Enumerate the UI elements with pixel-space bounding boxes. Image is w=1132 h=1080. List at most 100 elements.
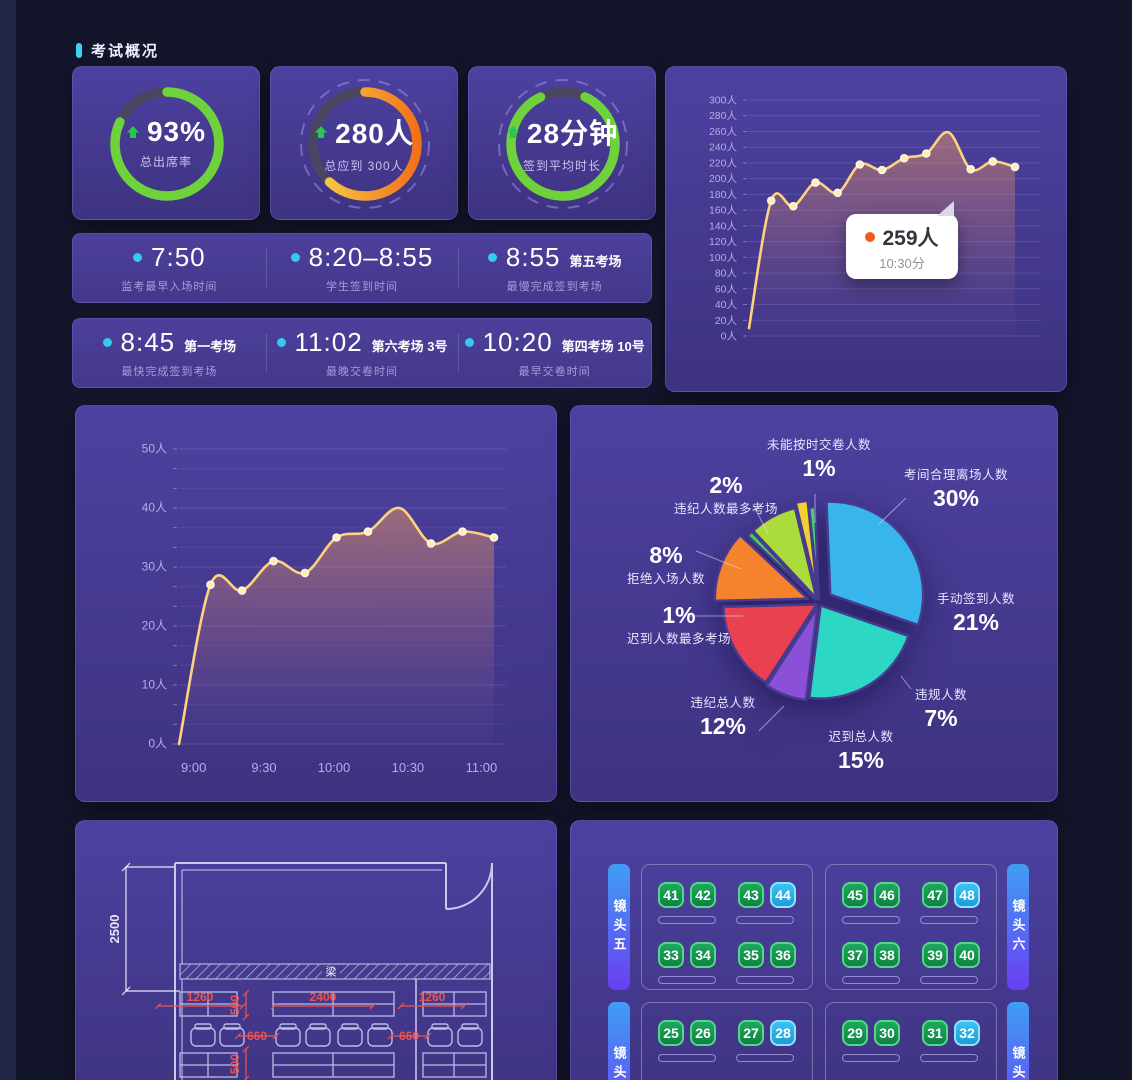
pie-label: 违纪总人数 12%	[658, 694, 788, 741]
pie-label-pct: 8%	[649, 542, 683, 568]
pie-label-pct: 21%	[952, 609, 1000, 636]
seat[interactable]: 44	[770, 882, 796, 908]
cyan-dot-icon	[290, 253, 300, 262]
pie-slice[interactable]	[765, 606, 819, 702]
gauge-value: 93%	[146, 116, 207, 147]
camera-pill-left: 镜头五	[608, 864, 630, 990]
x-tick-label: 9:30	[251, 760, 276, 775]
seat[interactable]: 28	[770, 1020, 796, 1046]
seat[interactable]: 31	[922, 1020, 948, 1046]
stat-item: 8:20–8:55 学生签到时间	[265, 234, 459, 302]
desk	[920, 1054, 978, 1062]
y-tick-label: 40人	[142, 501, 167, 515]
desk	[658, 1054, 716, 1062]
stat-value: 10:20	[482, 327, 553, 357]
stat-label: 最慢完成签到考场	[506, 281, 603, 293]
y-tick-label: 60人	[715, 283, 738, 295]
pie-slice[interactable]	[794, 499, 819, 595]
desk	[920, 916, 978, 924]
desk	[658, 916, 716, 924]
seat[interactable]: 30	[874, 1020, 900, 1046]
gauge-ring-svg	[110, 87, 224, 201]
seat[interactable]: 39	[922, 942, 948, 968]
up-arrow-icon	[126, 126, 139, 138]
seat[interactable]: 47	[922, 882, 948, 908]
pie-label: 迟到总人数 15%	[796, 728, 926, 775]
stat-item: 8:55 第五考场 最慢完成签到考场	[458, 234, 651, 302]
pie-label-name: 迟到人数最多考场	[626, 631, 731, 646]
seat[interactable]: 40	[954, 942, 980, 968]
section-marker-icon	[76, 43, 82, 58]
seat[interactable]: 27	[738, 1020, 764, 1046]
y-tick-label: 40人	[715, 299, 738, 311]
stat-extra: 第五考场	[569, 254, 622, 269]
pie-slice[interactable]	[825, 500, 925, 627]
stat-extra: 第一考场	[184, 339, 237, 354]
pie-label-pct: 7%	[924, 705, 958, 732]
camera-pill-right: 镜头	[1007, 1002, 1029, 1080]
seat[interactable]: 41	[658, 882, 684, 908]
seat-map-card: 镜头五 镜头六 41 42 43 44 33 34 35 36 45 46 47 48 37 38 39 40 镜头…	[570, 820, 1058, 1080]
exam-distribution-pie-card: 未能按时交卷人数 1% 考间合理离场人数 30% 手动签到人数 21% 违规人数 7% 迟到总人…	[570, 405, 1058, 802]
stat-item: 7:50 监考最早入场时间	[73, 234, 266, 302]
up-arrow-icon	[315, 126, 328, 138]
pie-label-name: 违规人数	[914, 688, 967, 702]
pie-label-pct: 2%	[709, 472, 743, 498]
y-tick-label: 0人	[148, 737, 167, 751]
pie-slice[interactable]	[722, 603, 818, 684]
seat[interactable]: 42	[690, 882, 716, 908]
seat[interactable]: 48	[954, 882, 980, 908]
tooltip-time: 10:30分	[879, 256, 925, 271]
floorplan-svg: 2500 梁 1260 2400 1260 500 500 660 660	[107, 862, 493, 1080]
seat[interactable]: 36	[770, 942, 796, 968]
stat-value: 7:50	[151, 242, 206, 272]
desk	[736, 976, 794, 984]
stat-extra: 第六考场 3号	[371, 339, 448, 354]
seat[interactable]: 29	[842, 1020, 868, 1046]
pie-slice[interactable]	[713, 533, 810, 603]
seat[interactable]: 38	[874, 942, 900, 968]
y-tick-label: 180人	[709, 189, 738, 201]
seat[interactable]: 34	[690, 942, 716, 968]
pie-label-name: 违纪人数最多考场	[673, 501, 778, 516]
seat[interactable]: 46	[874, 882, 900, 908]
pie-slice[interactable]	[808, 604, 910, 700]
seat[interactable]: 25	[658, 1020, 684, 1046]
stat-value: 8:45	[120, 327, 176, 357]
stat-label: 最晚交卷时间	[326, 366, 398, 378]
y-tick-label: 260人	[709, 126, 738, 138]
seat[interactable]: 32	[954, 1020, 980, 1046]
pie-label: 1% 迟到人数最多考场	[604, 602, 754, 649]
seat[interactable]: 43	[738, 882, 764, 908]
left-edge-strip	[0, 0, 16, 1080]
seat[interactable]: 35	[738, 942, 764, 968]
y-tick-label: 220人	[709, 157, 738, 169]
pie-label-pct: 12%	[699, 713, 747, 740]
y-tick-label: 10人	[142, 678, 167, 692]
y-tick-label: 20人	[715, 315, 738, 327]
room_signin_trend-svg[interactable]: 0人 10人 20人 30人 40人 50人 9:00 9:30 10:00 10:30 11:00	[76, 406, 558, 803]
dim-label-2500: 2500	[107, 915, 122, 944]
pie-slice[interactable]	[751, 506, 818, 600]
y-tick-label: 300人	[709, 95, 738, 107]
pie-label: 未能按时交卷人数 1%	[744, 436, 894, 483]
seat[interactable]: 26	[690, 1020, 716, 1046]
pie-label-pct: 1%	[802, 455, 836, 482]
pie-chart-svg[interactable]	[571, 406, 1059, 803]
tooltip-value: 259人	[882, 227, 939, 250]
room-signin-trend-chart-card[interactable]: 0人 10人 20人 30人 40人 50人 9:00 9:30 10:00 10:30 11:00	[75, 405, 557, 802]
gauge-dashed-ring	[498, 79, 628, 209]
seat[interactable]: 33	[658, 942, 684, 968]
pie-label-pct: 30%	[932, 485, 980, 512]
signin-total-trend-chart-card[interactable]: 0人 20人 40人 60人 80人 100人 120人 140人 160人 180人 200人 22…	[665, 66, 1067, 392]
room-floorplan-card: 2500 梁 1260 2400 1260 500 500 660 660	[75, 820, 557, 1080]
tooltip-tail-icon	[937, 201, 954, 216]
pie-label-name: 未能按时交卷人数	[766, 438, 871, 452]
stat-label: 最早交卷时间	[518, 366, 591, 378]
seat[interactable]: 37	[842, 942, 868, 968]
pie-slice[interactable]	[746, 530, 817, 601]
stat-item: 11:02 第六考场 3号 最晚交卷时间	[265, 319, 459, 387]
seat-block: 29 30 31 32	[825, 1002, 997, 1080]
seat[interactable]: 45	[842, 882, 868, 908]
desk	[920, 976, 978, 984]
